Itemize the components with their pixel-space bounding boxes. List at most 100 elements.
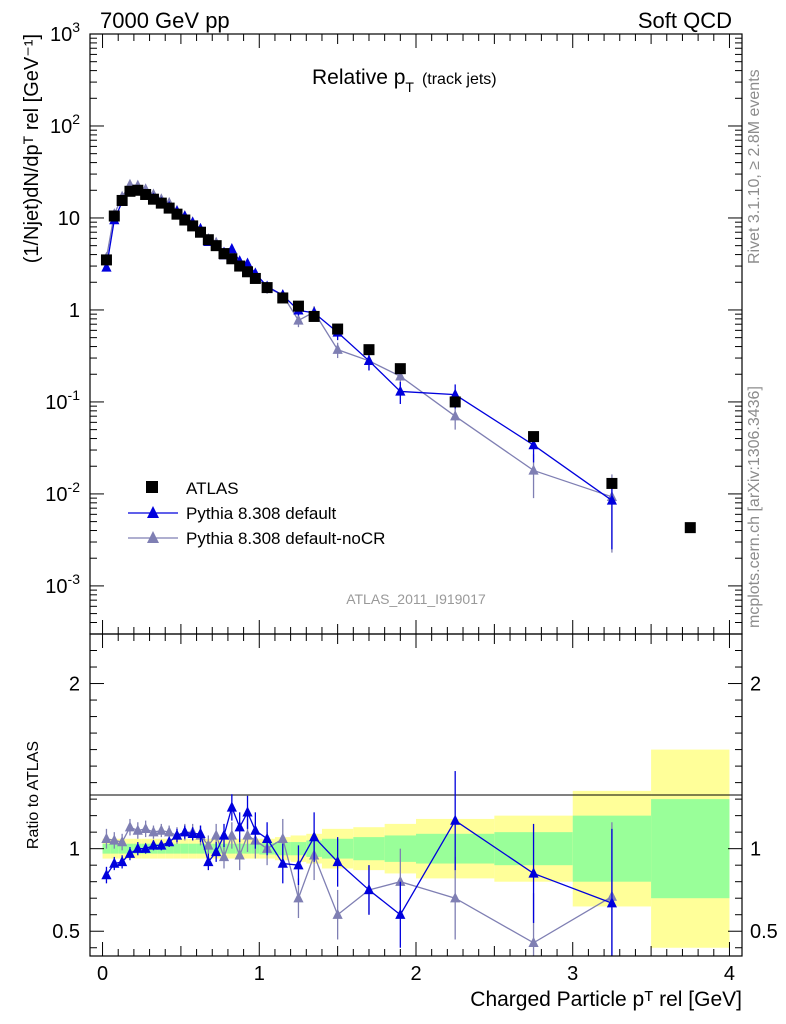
- ratio-y-tick-label-left: 2: [69, 674, 80, 696]
- legend: ATLAS Pythia 8.308 default Pythia 8.308 …: [128, 479, 385, 548]
- ratio-nocr-point: [450, 892, 461, 903]
- ratio-default-point: [395, 908, 406, 919]
- ratio-nocr-point: [124, 821, 136, 832]
- nocr-point: [293, 314, 304, 325]
- legend-marker-default: [147, 506, 159, 518]
- data-point: [292, 300, 304, 312]
- ratio-nocr-point: [109, 834, 120, 845]
- data-point: [171, 208, 183, 220]
- header-right: Soft QCD: [638, 8, 732, 33]
- data-point: [202, 234, 214, 246]
- ratio-y-tick-label-left: 0.5: [52, 921, 80, 943]
- data-point: [249, 272, 261, 284]
- nocr-point: [332, 343, 343, 354]
- data-point: [100, 254, 112, 266]
- ratio-default-point: [450, 814, 461, 825]
- ratio-band-inner: [173, 843, 181, 854]
- ratio-default-point: [332, 855, 343, 867]
- series-default: [101, 184, 618, 550]
- rivet-label: Rivet 3.1.10, ≥ 2.8M events: [746, 69, 763, 264]
- ratio-nocr-point: [218, 850, 230, 862]
- ratio-band-inner: [651, 799, 730, 899]
- ratio-default-point: [277, 857, 288, 868]
- plot-title-sub: T: [405, 79, 414, 95]
- ratio-band-inner: [180, 843, 189, 854]
- ratio-default-point: [101, 869, 112, 880]
- main-y-tick-labels: 10-3 10-2 10-1 1 10 102 103: [45, 19, 80, 598]
- legend-label-default: Pythia 8.308 default: [186, 504, 337, 523]
- ratio-default-point: [148, 839, 159, 850]
- ratio-nocr-point: [101, 832, 112, 843]
- main-ticks: [90, 33, 742, 635]
- ratio-nocr-point: [203, 839, 214, 850]
- ratio-default-point: [109, 857, 120, 868]
- ratio-y-tick-label-right: 0.5: [750, 921, 778, 943]
- ratio-default-point: [195, 827, 206, 839]
- ratio-default-point: [203, 855, 214, 867]
- ratio-default-point: [117, 855, 128, 867]
- ratio-nocr-point: [226, 829, 237, 840]
- x-tick-labels: 0 1 2 3 4: [97, 963, 735, 985]
- legend-marker-atlas: [146, 481, 158, 493]
- ratio-nocr-point: [211, 829, 222, 840]
- nocr-point: [450, 410, 461, 421]
- ratio-nocr-point: [332, 908, 343, 919]
- default-point: [450, 388, 461, 399]
- ratio-default-point: [140, 842, 151, 853]
- ratio-default-point: [606, 897, 618, 908]
- ratio-band-inner: [353, 837, 385, 861]
- data-point: [116, 194, 128, 206]
- data-point: [218, 248, 230, 260]
- default-point: [606, 494, 618, 505]
- ratio-nocr-point: [528, 936, 539, 947]
- ratio-default-point: [250, 824, 261, 835]
- main-y-tick-label: 10-2: [45, 479, 80, 506]
- data-point: [449, 396, 461, 408]
- data-point: [684, 522, 696, 534]
- x-tick-label: 2: [410, 963, 421, 985]
- ratio-band-inner: [165, 843, 174, 854]
- data-point: [194, 226, 206, 238]
- ratio-y-tick-label-left: 1: [69, 839, 80, 861]
- main-y-tick-label: 10-3: [45, 571, 80, 598]
- legend-marker-nocr: [147, 531, 159, 543]
- data-point: [163, 202, 175, 214]
- x-tick-label: 4: [724, 963, 735, 985]
- plot-title-suffix: (track jets): [422, 71, 497, 88]
- ratio-nocr-point: [242, 829, 253, 840]
- ratio-nocr-point: [164, 826, 175, 837]
- data-point: [226, 253, 238, 265]
- main-y-tick-label: 1: [69, 300, 80, 322]
- ratio-nocr-point: [395, 875, 406, 886]
- ratio-default-point: [164, 836, 175, 847]
- x-tick-label: 1: [254, 963, 265, 985]
- ratio-default-point: [171, 829, 183, 840]
- default-line: [105, 190, 613, 501]
- data-point: [179, 214, 191, 226]
- ratio-default-point: [234, 821, 245, 832]
- ratio-nocr-point: [156, 824, 167, 835]
- nocr-point: [528, 464, 539, 475]
- data-point: [332, 323, 344, 335]
- default-point: [101, 261, 112, 272]
- series-data: [100, 184, 696, 534]
- ratio-bands: [102, 749, 730, 948]
- ratio-nocr-point: [277, 832, 288, 843]
- ratio-band-inner: [196, 843, 205, 854]
- ratio-nocr-point: [234, 849, 245, 860]
- legend-label-nocr: Pythia 8.308 default-noCR: [186, 529, 385, 548]
- ratio-default-point: [124, 847, 136, 858]
- data-point: [234, 260, 246, 272]
- main-y-tick-label: 102: [50, 111, 80, 138]
- ratio-y-tick-label-right: 1: [750, 839, 761, 861]
- ratio-band-inner: [188, 843, 197, 854]
- data-point: [147, 193, 159, 205]
- data-point: [277, 292, 289, 304]
- data-point: [528, 431, 540, 443]
- ratio-default-point: [262, 832, 273, 843]
- main-y-tick-label: 10: [58, 208, 80, 230]
- ratio-nocr-point: [117, 836, 128, 847]
- x-axis-label: Charged Particle pᵀ rel [GeV]: [470, 988, 742, 1011]
- ratio-default-point: [363, 883, 375, 895]
